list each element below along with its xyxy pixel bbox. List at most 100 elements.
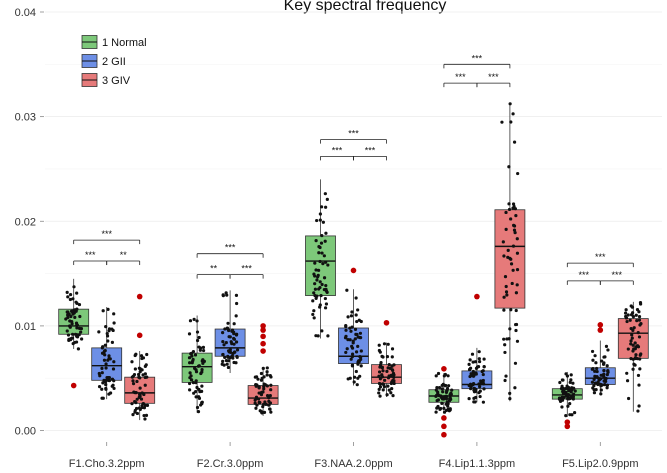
data-point	[392, 363, 396, 367]
data-point	[65, 310, 69, 314]
data-point	[195, 385, 199, 390]
data-point	[107, 327, 112, 331]
data-point	[354, 350, 359, 354]
data-point	[257, 385, 261, 389]
data-point	[139, 397, 144, 401]
data-point	[68, 297, 72, 302]
data-point	[391, 368, 395, 372]
data-point	[603, 355, 607, 359]
data-point	[471, 369, 475, 374]
significance-bracket: ***	[566, 252, 634, 268]
y-axis: 0.00 0.01 0.02 0.03 0.04 F1.Cho.3.2ppm F2.Cr.3…	[15, 7, 639, 470]
data-point	[200, 370, 204, 374]
data-point	[267, 399, 271, 403]
data-point	[102, 358, 107, 362]
outlier-point	[260, 348, 266, 354]
data-point	[269, 410, 273, 414]
data-point	[189, 351, 194, 355]
data-point	[605, 386, 609, 390]
data-point	[442, 410, 447, 414]
data-point	[378, 394, 382, 398]
data-point	[604, 344, 609, 348]
data-point	[511, 268, 515, 272]
data-point	[633, 363, 637, 367]
data-point	[345, 347, 349, 351]
data-point	[262, 382, 266, 386]
data-point	[79, 330, 83, 334]
data-point	[564, 414, 568, 418]
data-point	[514, 213, 518, 218]
data-point	[357, 359, 361, 363]
data-point	[505, 293, 509, 297]
data-point	[265, 370, 269, 374]
data-point	[631, 367, 635, 371]
data-point	[623, 311, 628, 315]
data-point	[140, 405, 144, 410]
outlier-point	[260, 327, 266, 333]
box-body	[338, 327, 369, 364]
outlier-point	[260, 323, 266, 329]
data-point	[558, 380, 562, 385]
data-point	[78, 314, 82, 319]
data-point	[317, 251, 321, 255]
data-point	[377, 374, 381, 378]
outlier-point	[597, 327, 604, 333]
data-point	[269, 388, 273, 392]
data-point	[509, 262, 514, 266]
data-point	[104, 362, 108, 366]
data-point	[482, 387, 486, 391]
data-point	[323, 306, 328, 310]
data-point	[391, 394, 395, 398]
data-point	[254, 406, 258, 410]
data-point	[507, 165, 511, 169]
data-point	[382, 342, 387, 346]
data-point	[508, 391, 512, 395]
data-point	[504, 284, 508, 289]
box-layer	[58, 102, 649, 438]
data-point	[221, 359, 225, 364]
significance-bracket: ***	[229, 264, 264, 279]
data-point	[637, 335, 642, 339]
significance-bracket: ***	[353, 145, 387, 161]
significance-label: ***	[595, 252, 606, 262]
data-point	[195, 319, 199, 323]
data-point	[590, 380, 595, 384]
data-point	[97, 330, 101, 334]
data-point	[108, 379, 112, 383]
data-point	[478, 359, 482, 364]
data-point	[318, 259, 322, 264]
data-point	[625, 371, 629, 375]
data-point	[637, 318, 642, 322]
data-point	[602, 362, 606, 366]
data-point	[230, 329, 234, 333]
data-point	[199, 403, 203, 407]
legend-label: 2 GII	[102, 56, 126, 68]
box-body	[181, 352, 213, 383]
data-point	[228, 356, 232, 360]
data-point	[481, 372, 485, 377]
data-point	[595, 366, 599, 371]
data-point	[434, 393, 439, 398]
data-point	[508, 256, 512, 260]
data-point	[514, 328, 518, 333]
data-point	[350, 344, 354, 348]
data-point	[346, 315, 350, 319]
data-point	[472, 400, 476, 404]
data-point	[447, 384, 451, 388]
significance-label: ***	[579, 270, 590, 280]
data-point	[266, 403, 271, 407]
data-point	[137, 375, 141, 379]
data-point	[107, 356, 111, 361]
data-point	[593, 381, 597, 385]
significance-label: ***	[348, 129, 359, 139]
box-2-2	[371, 319, 402, 398]
data-point	[143, 375, 147, 380]
data-point	[509, 217, 513, 221]
data-point	[502, 337, 506, 341]
data-point	[442, 397, 446, 401]
data-point	[469, 372, 473, 376]
data-point	[557, 397, 562, 401]
data-point	[323, 192, 327, 196]
data-point	[344, 350, 348, 355]
data-point	[101, 345, 105, 349]
